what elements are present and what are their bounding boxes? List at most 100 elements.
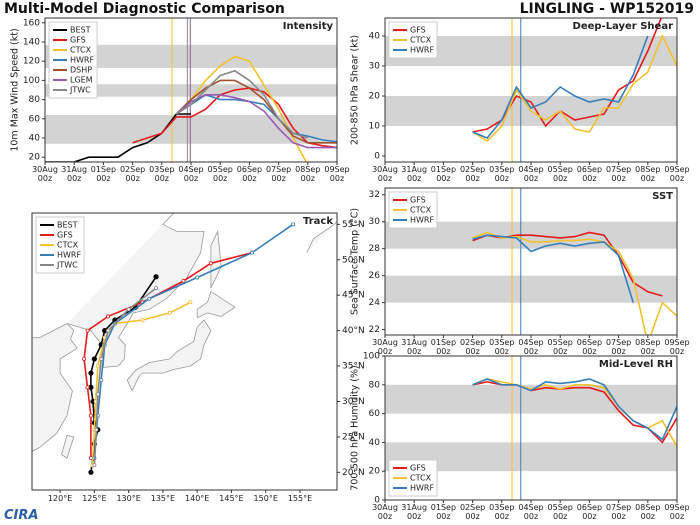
x-tick-label: 06Sep 00z	[576, 165, 603, 183]
track-point	[82, 356, 87, 361]
y-tick-label: 20	[369, 92, 381, 102]
panel-title: SST	[652, 191, 673, 202]
track-point	[147, 296, 152, 301]
coastline	[61, 435, 75, 459]
plot-frame	[384, 355, 678, 501]
x-tick-label: 30Aug 00z	[32, 165, 58, 183]
x-tick-label: 155°E	[287, 494, 313, 503]
panel-title: Track	[303, 216, 333, 227]
legend-label: GFS	[70, 36, 86, 45]
y-tick-label: 26	[369, 271, 381, 281]
y-axis-label: 200-850 hPa Shear (kt)	[350, 35, 361, 145]
legend-label: BEST	[57, 221, 78, 230]
panel-title: Deep-Layer Shear	[573, 21, 674, 32]
track-point	[94, 427, 99, 432]
x-tick-label: 05Sep 00z	[547, 338, 573, 356]
plot-frame	[31, 212, 338, 491]
y-tick-label: 80	[369, 380, 381, 390]
legend-label: HWRF	[70, 56, 94, 65]
y-tick-label: 40	[369, 438, 381, 448]
y-tick-label: 40	[369, 32, 381, 42]
series-line	[132, 87, 337, 149]
series-line	[472, 378, 677, 441]
x-tick-label: 140°E	[185, 494, 210, 503]
y-tick-label: 100	[23, 76, 40, 86]
series-line	[472, 35, 649, 139]
band	[45, 84, 337, 97]
legend-label: CTCX	[70, 46, 92, 55]
plot-frame	[384, 187, 678, 336]
x-tick-label: 05Sep 00z	[547, 503, 573, 521]
y-tick-label: 30°N	[342, 397, 365, 407]
series-line	[472, 34, 677, 143]
y-tick-label: 60	[369, 409, 381, 419]
x-tick-label: 30Aug 00z	[372, 338, 398, 356]
track-point	[95, 364, 100, 369]
legend-label: HWRF	[410, 216, 434, 225]
legend-label: JTWC	[56, 261, 78, 270]
track-point	[181, 279, 186, 284]
storm-name: LINGLING - WP152019	[519, 1, 694, 17]
legend-label: GFS	[410, 464, 426, 473]
x-tick-label: 09Sep 00z	[664, 338, 690, 356]
legend-box	[48, 21, 98, 99]
page-title: Multi-Model Diagnostic Comparison	[4, 1, 285, 17]
y-tick-label: 10	[369, 122, 381, 132]
x-tick-label: 08Sep 00z	[635, 338, 661, 356]
x-tick-label: 09Sep 00z	[664, 165, 690, 183]
track-line	[83, 251, 253, 459]
track-point	[88, 370, 94, 376]
plot-frame	[384, 17, 678, 163]
x-tick-label: 02Sep 00z	[459, 338, 486, 356]
x-tick-label: 03Sep 00z	[489, 338, 515, 356]
track-point	[188, 300, 193, 305]
y-axis-label: Sea Surface Temp (°C)	[350, 208, 361, 315]
y-tick-label: 25°N	[342, 432, 365, 442]
y-tick-label: 24	[369, 298, 381, 308]
coastline	[32, 323, 78, 452]
x-tick-label: 03Sep 00z	[149, 165, 175, 183]
plot-frame	[44, 17, 338, 163]
x-tick-label: 120°E	[47, 494, 73, 503]
x-tick-label: 04Sep 00z	[178, 165, 204, 183]
x-tick-label: 06Sep 00z	[236, 165, 263, 183]
x-tick-label: 150°E	[253, 494, 278, 503]
legend-label: DSHP	[70, 66, 92, 75]
x-tick-label: 30Aug 00z	[372, 165, 398, 183]
track-point	[208, 261, 213, 266]
legend-label: BEST	[70, 26, 91, 35]
x-tick-label: 05Sep 00z	[207, 165, 233, 183]
y-tick-label: 30	[369, 217, 381, 227]
x-tick-label: 04Sep 00z	[518, 165, 544, 183]
legend-label: GFS	[410, 26, 426, 35]
x-tick-label: 04Sep 00z	[518, 338, 544, 356]
track-point	[140, 317, 145, 322]
y-axis-label: 10m Max Wind Speed (kt)	[10, 28, 21, 151]
x-tick-label: 01Sep 00z	[90, 165, 117, 183]
track-point	[99, 356, 104, 361]
track-point	[250, 250, 255, 255]
track-point	[291, 222, 296, 227]
y-tick-label: 60	[29, 114, 41, 124]
logo: CIRA	[4, 508, 39, 523]
y-axis-label: 700-500 hPa Humidity (%)	[350, 365, 361, 490]
track-point	[88, 469, 94, 475]
track-point	[99, 378, 104, 383]
y-tick-label: 160	[23, 18, 40, 28]
y-tick-label: 0	[374, 152, 380, 162]
series-line	[175, 69, 309, 139]
legend-label: JTWC	[69, 86, 91, 95]
x-tick-label: 135°E	[150, 494, 176, 503]
x-tick-label: 03Sep 00z	[489, 165, 515, 183]
x-tick-label: 06Sep 00z	[576, 503, 603, 521]
legend-label: GFS	[57, 231, 73, 240]
x-tick-label: 31Aug 00z	[61, 165, 88, 183]
x-tick-label: 01Sep 00z	[430, 165, 457, 183]
series-line	[175, 94, 337, 149]
coastline	[306, 220, 337, 253]
x-tick-label: 08Sep 00z	[295, 165, 321, 183]
y-tick-label: 22	[369, 325, 380, 335]
x-tick-label: 08Sep 00z	[635, 165, 661, 183]
legend-label: CTCX	[57, 241, 79, 250]
